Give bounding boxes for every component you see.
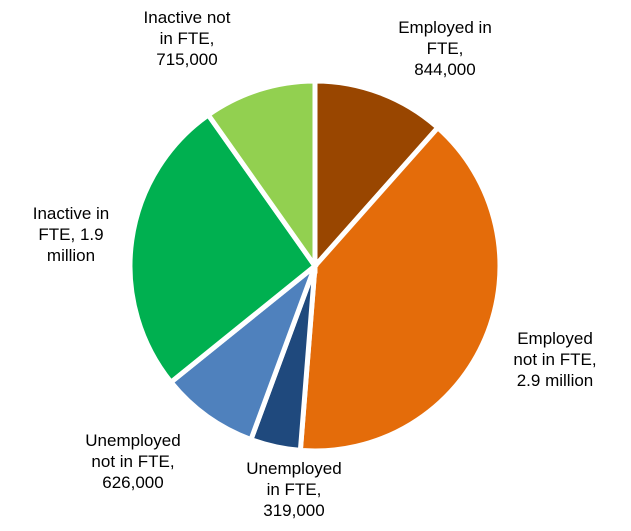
slice-label-line: 319,000: [263, 501, 324, 520]
slice-label-line: Employed in: [398, 18, 492, 37]
slice-label-4: Unemployed not in FTE, 626,000: [85, 431, 180, 492]
slice-label-line: million: [47, 246, 95, 265]
pie-slice-6: [204, 78, 318, 274]
slice-label-line: 2.9 million: [517, 371, 594, 390]
slice-label-line: not in FTE,: [513, 350, 596, 369]
slice-label-line: FTE, 1.9: [38, 225, 103, 244]
slice-label-line: Inactive not: [144, 8, 231, 27]
slice-label-line: Unemployed: [246, 459, 341, 478]
slice-label-line: Inactive in: [33, 204, 110, 223]
slice-label-6: Inactive not in FTE, 715,000: [144, 8, 231, 69]
slice-label-line: FTE,: [427, 39, 464, 58]
slice-label-line: Unemployed: [85, 431, 180, 450]
slice-label-line: 626,000: [102, 473, 163, 492]
slice-label-2: Employed not in FTE, 2.9 million: [513, 329, 596, 390]
slice-label-line: in FTE,: [160, 29, 215, 48]
slice-label-line: 844,000: [414, 60, 475, 79]
slice-label-line: not in FTE,: [91, 452, 174, 471]
slice-label-5: Inactive in FTE, 1.9 million: [33, 204, 110, 265]
slice-label-3: Unemployed in FTE, 319,000: [246, 459, 341, 520]
slice-label-line: 715,000: [156, 50, 217, 69]
pie-labels: Employed in FTE, 844,000 Employed not in FTE…: [33, 8, 597, 520]
pie-slices: [127, 78, 503, 454]
pie-slice-1: [312, 78, 442, 273]
slice-label-1: Employed in FTE, 844,000: [398, 18, 492, 79]
pie-slice-5: [127, 111, 319, 386]
slice-label-line: Employed: [517, 329, 593, 348]
slice-label-line: in FTE,: [267, 480, 322, 499]
pie-slice-2: [297, 124, 503, 454]
